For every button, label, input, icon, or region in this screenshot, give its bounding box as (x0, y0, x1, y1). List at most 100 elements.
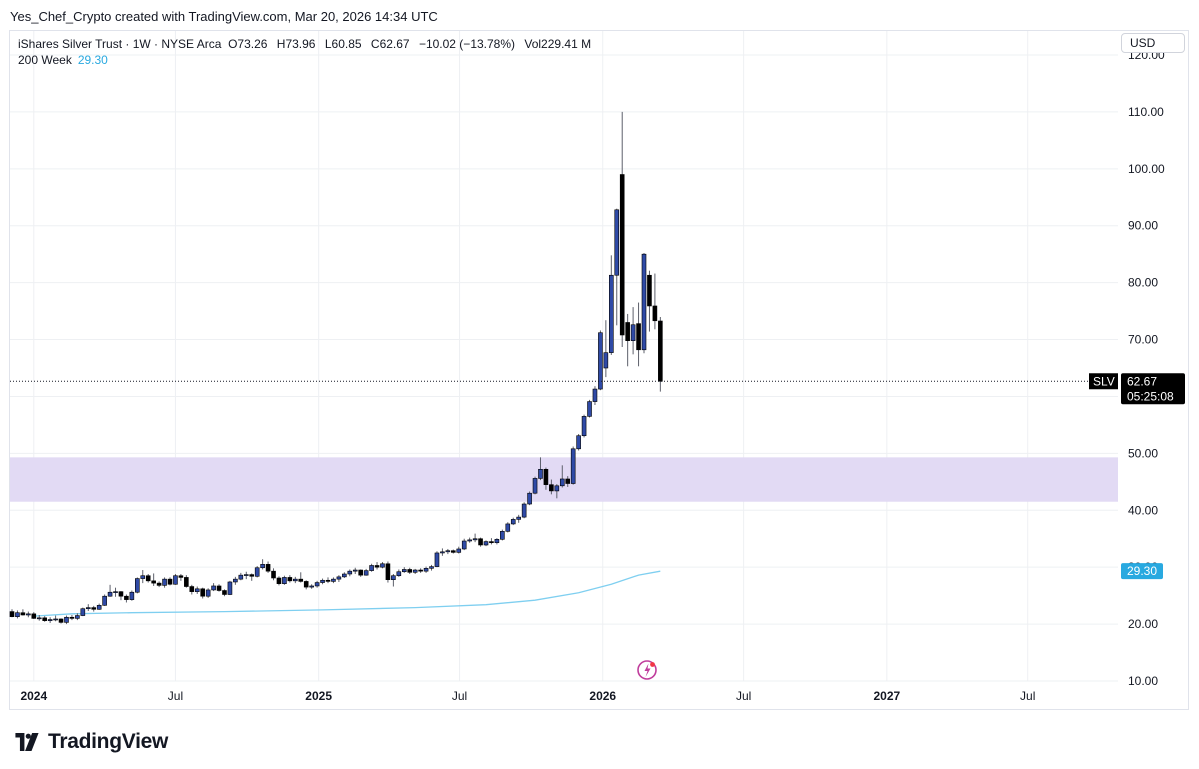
candle-body (31, 613, 37, 619)
candle (505, 522, 511, 533)
candle-body (124, 595, 129, 600)
ma-label[interactable]: 200 Week (18, 53, 72, 67)
candle-body (554, 485, 560, 492)
candle-body (96, 605, 102, 610)
candle (630, 307, 636, 355)
replay-icon[interactable] (637, 660, 657, 680)
candle (211, 583, 216, 592)
candle-body (314, 582, 320, 587)
candle-body (489, 541, 494, 544)
candle-body (249, 574, 255, 577)
candle-body (391, 575, 396, 581)
x-tick-label: Jul (452, 689, 467, 703)
ma-legend[interactable]: 200 Week 29.30 (18, 53, 108, 67)
x-axis[interactable]: 2024 Jul 2025 Jul 2026 Jul 2027 Jul (20, 689, 1035, 703)
candle-body (91, 607, 97, 610)
high-value: 73.96 (285, 37, 316, 51)
candle-body (156, 582, 162, 586)
candle (309, 584, 314, 589)
candle-body (189, 586, 195, 592)
candle-body (36, 617, 42, 620)
candle-body (85, 607, 91, 610)
candle (489, 538, 494, 545)
candle-body (598, 332, 603, 390)
symbol-legend[interactable]: iShares Silver Trust · 1W · NYSE Arca O7… (18, 37, 597, 51)
candle-body (609, 274, 614, 353)
candle-body (630, 324, 636, 341)
x-tick-label: 2027 (873, 689, 900, 703)
candle-body (129, 591, 135, 600)
candle-body (118, 591, 124, 597)
ma-line-layer (33, 570, 661, 617)
candle (36, 614, 42, 621)
close-label: C (370, 37, 380, 51)
candle (336, 575, 342, 582)
candle-body (15, 612, 20, 617)
candle (271, 568, 276, 581)
candle-body (222, 590, 227, 595)
candle (129, 590, 135, 601)
candle (385, 561, 391, 583)
ma-line (33, 570, 661, 617)
candle (20, 609, 26, 616)
candle-body (178, 575, 184, 578)
candle-body (576, 435, 581, 450)
low-value: 60.85 (331, 37, 362, 51)
candle (451, 549, 456, 554)
candle-body (358, 569, 363, 576)
bar-countdown: 05:25:08 (1127, 389, 1174, 403)
candle (260, 559, 265, 570)
candle (358, 569, 363, 577)
candle-body (516, 516, 521, 520)
x-tick-label: Jul (1020, 689, 1035, 703)
candle (162, 577, 167, 588)
candle-body (69, 616, 75, 619)
last-price-badge: SLV 62.67 05:25:08 (1089, 373, 1185, 405)
candle (527, 491, 532, 506)
candle (124, 594, 129, 603)
candle (587, 399, 592, 418)
candle (156, 581, 162, 588)
candle-body (211, 585, 216, 591)
candle (407, 567, 413, 575)
candle-body (641, 253, 647, 351)
candle-body (194, 588, 200, 592)
candle-body (407, 569, 413, 573)
candle (205, 588, 211, 598)
creator-caption: Yes_Chef_Crypto created with TradingView… (10, 9, 438, 24)
symbol-name[interactable]: iShares Silver Trust · 1W · NYSE Arca (18, 37, 222, 51)
y-axis[interactable]: 10.0020.0030.0040.0050.0060.0070.0080.00… (1128, 48, 1165, 688)
candle-body (565, 478, 571, 484)
candle (500, 529, 505, 541)
candle-body (451, 550, 456, 553)
candle-body (162, 578, 167, 586)
currency-selector[interactable]: USD (1121, 33, 1185, 53)
candle (478, 537, 483, 547)
candle-body (42, 617, 47, 621)
candle-body (53, 618, 58, 621)
candle (363, 568, 369, 576)
candle-body (434, 552, 440, 567)
y-tick-label: 110.00 (1128, 105, 1164, 119)
volume-value: 229.41 M (541, 37, 592, 51)
candle-body (205, 589, 211, 597)
candle-body (325, 579, 331, 582)
candle-body (500, 531, 505, 540)
candle-body (276, 577, 282, 584)
candle-body (173, 575, 178, 585)
candle (145, 574, 151, 583)
tradingview-brand[interactable]: TradingView (12, 730, 168, 754)
candle (614, 208, 620, 326)
ma-badge: 29.30 (1121, 563, 1163, 580)
candle-body (396, 571, 402, 577)
candle (58, 618, 64, 624)
last-price-value: 62.67 (1127, 374, 1157, 388)
candle-body (140, 575, 146, 579)
candle-body (510, 519, 516, 525)
candle (194, 586, 200, 594)
candle (331, 577, 336, 584)
candle (636, 302, 641, 367)
candle-body (271, 570, 276, 579)
candle-body (320, 579, 325, 583)
